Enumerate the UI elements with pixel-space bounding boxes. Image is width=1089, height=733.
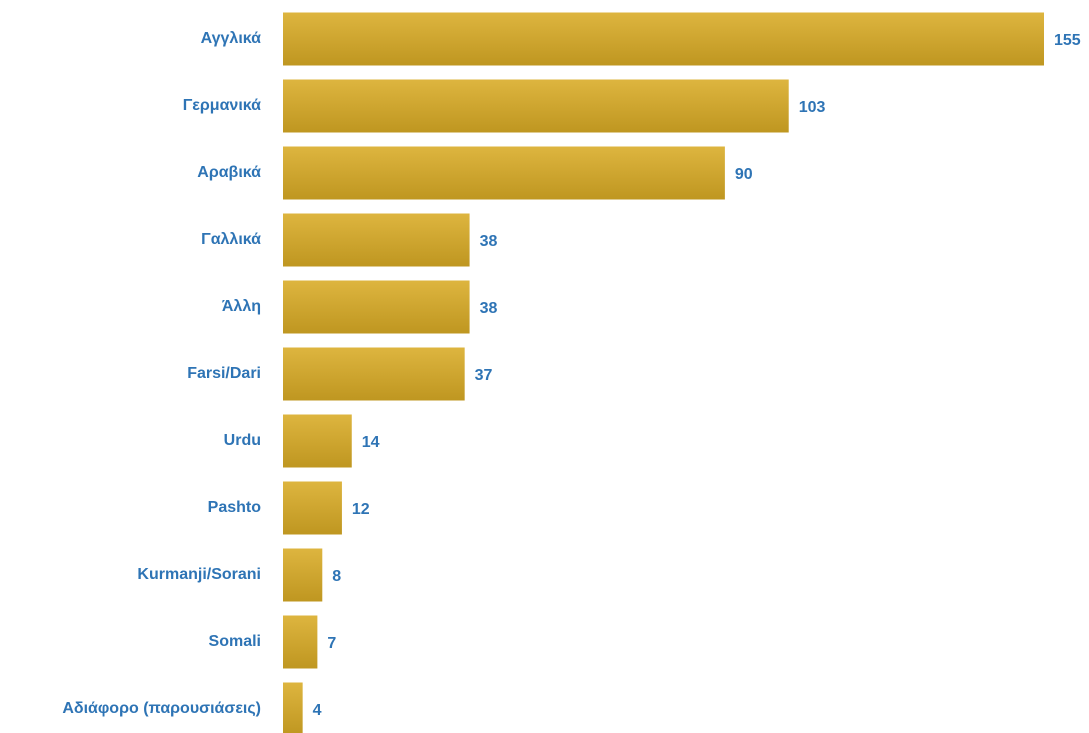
- category-label: Urdu: [224, 432, 261, 449]
- value-label: 14: [362, 434, 380, 451]
- category-label: Pashto: [208, 499, 262, 516]
- category-label: Αγγλικά: [201, 30, 261, 47]
- bar: [283, 615, 318, 669]
- bar: [283, 347, 465, 401]
- category-label: Άλλη: [222, 298, 261, 315]
- value-label: 7: [327, 635, 336, 652]
- value-label: 8: [332, 568, 341, 585]
- value-label: 37: [475, 367, 493, 384]
- bar: [283, 481, 342, 535]
- value-label: 155: [1054, 32, 1081, 49]
- bar: [283, 79, 789, 133]
- category-label: Αδιάφορο (παρουσιάσεις): [62, 700, 261, 717]
- bar: [283, 548, 323, 602]
- bar: [283, 682, 303, 733]
- category-label: Γερμανικά: [183, 97, 261, 114]
- value-label: 4: [313, 702, 322, 719]
- value-label: 38: [480, 233, 498, 250]
- category-label: Αραβικά: [197, 164, 261, 181]
- bar: [283, 280, 470, 334]
- bar: [283, 213, 470, 267]
- value-label: 103: [799, 99, 826, 116]
- value-label: 38: [480, 300, 498, 317]
- value-label: 12: [352, 501, 370, 518]
- bar: [283, 12, 1044, 66]
- bar: [283, 414, 352, 468]
- category-label: Kurmanji/Sorani: [137, 566, 261, 583]
- bar: [283, 146, 725, 200]
- category-label: Somali: [209, 633, 261, 650]
- category-label: Farsi/Dari: [187, 365, 261, 382]
- value-label: 90: [735, 166, 753, 183]
- category-label: Γαλλικά: [201, 231, 261, 248]
